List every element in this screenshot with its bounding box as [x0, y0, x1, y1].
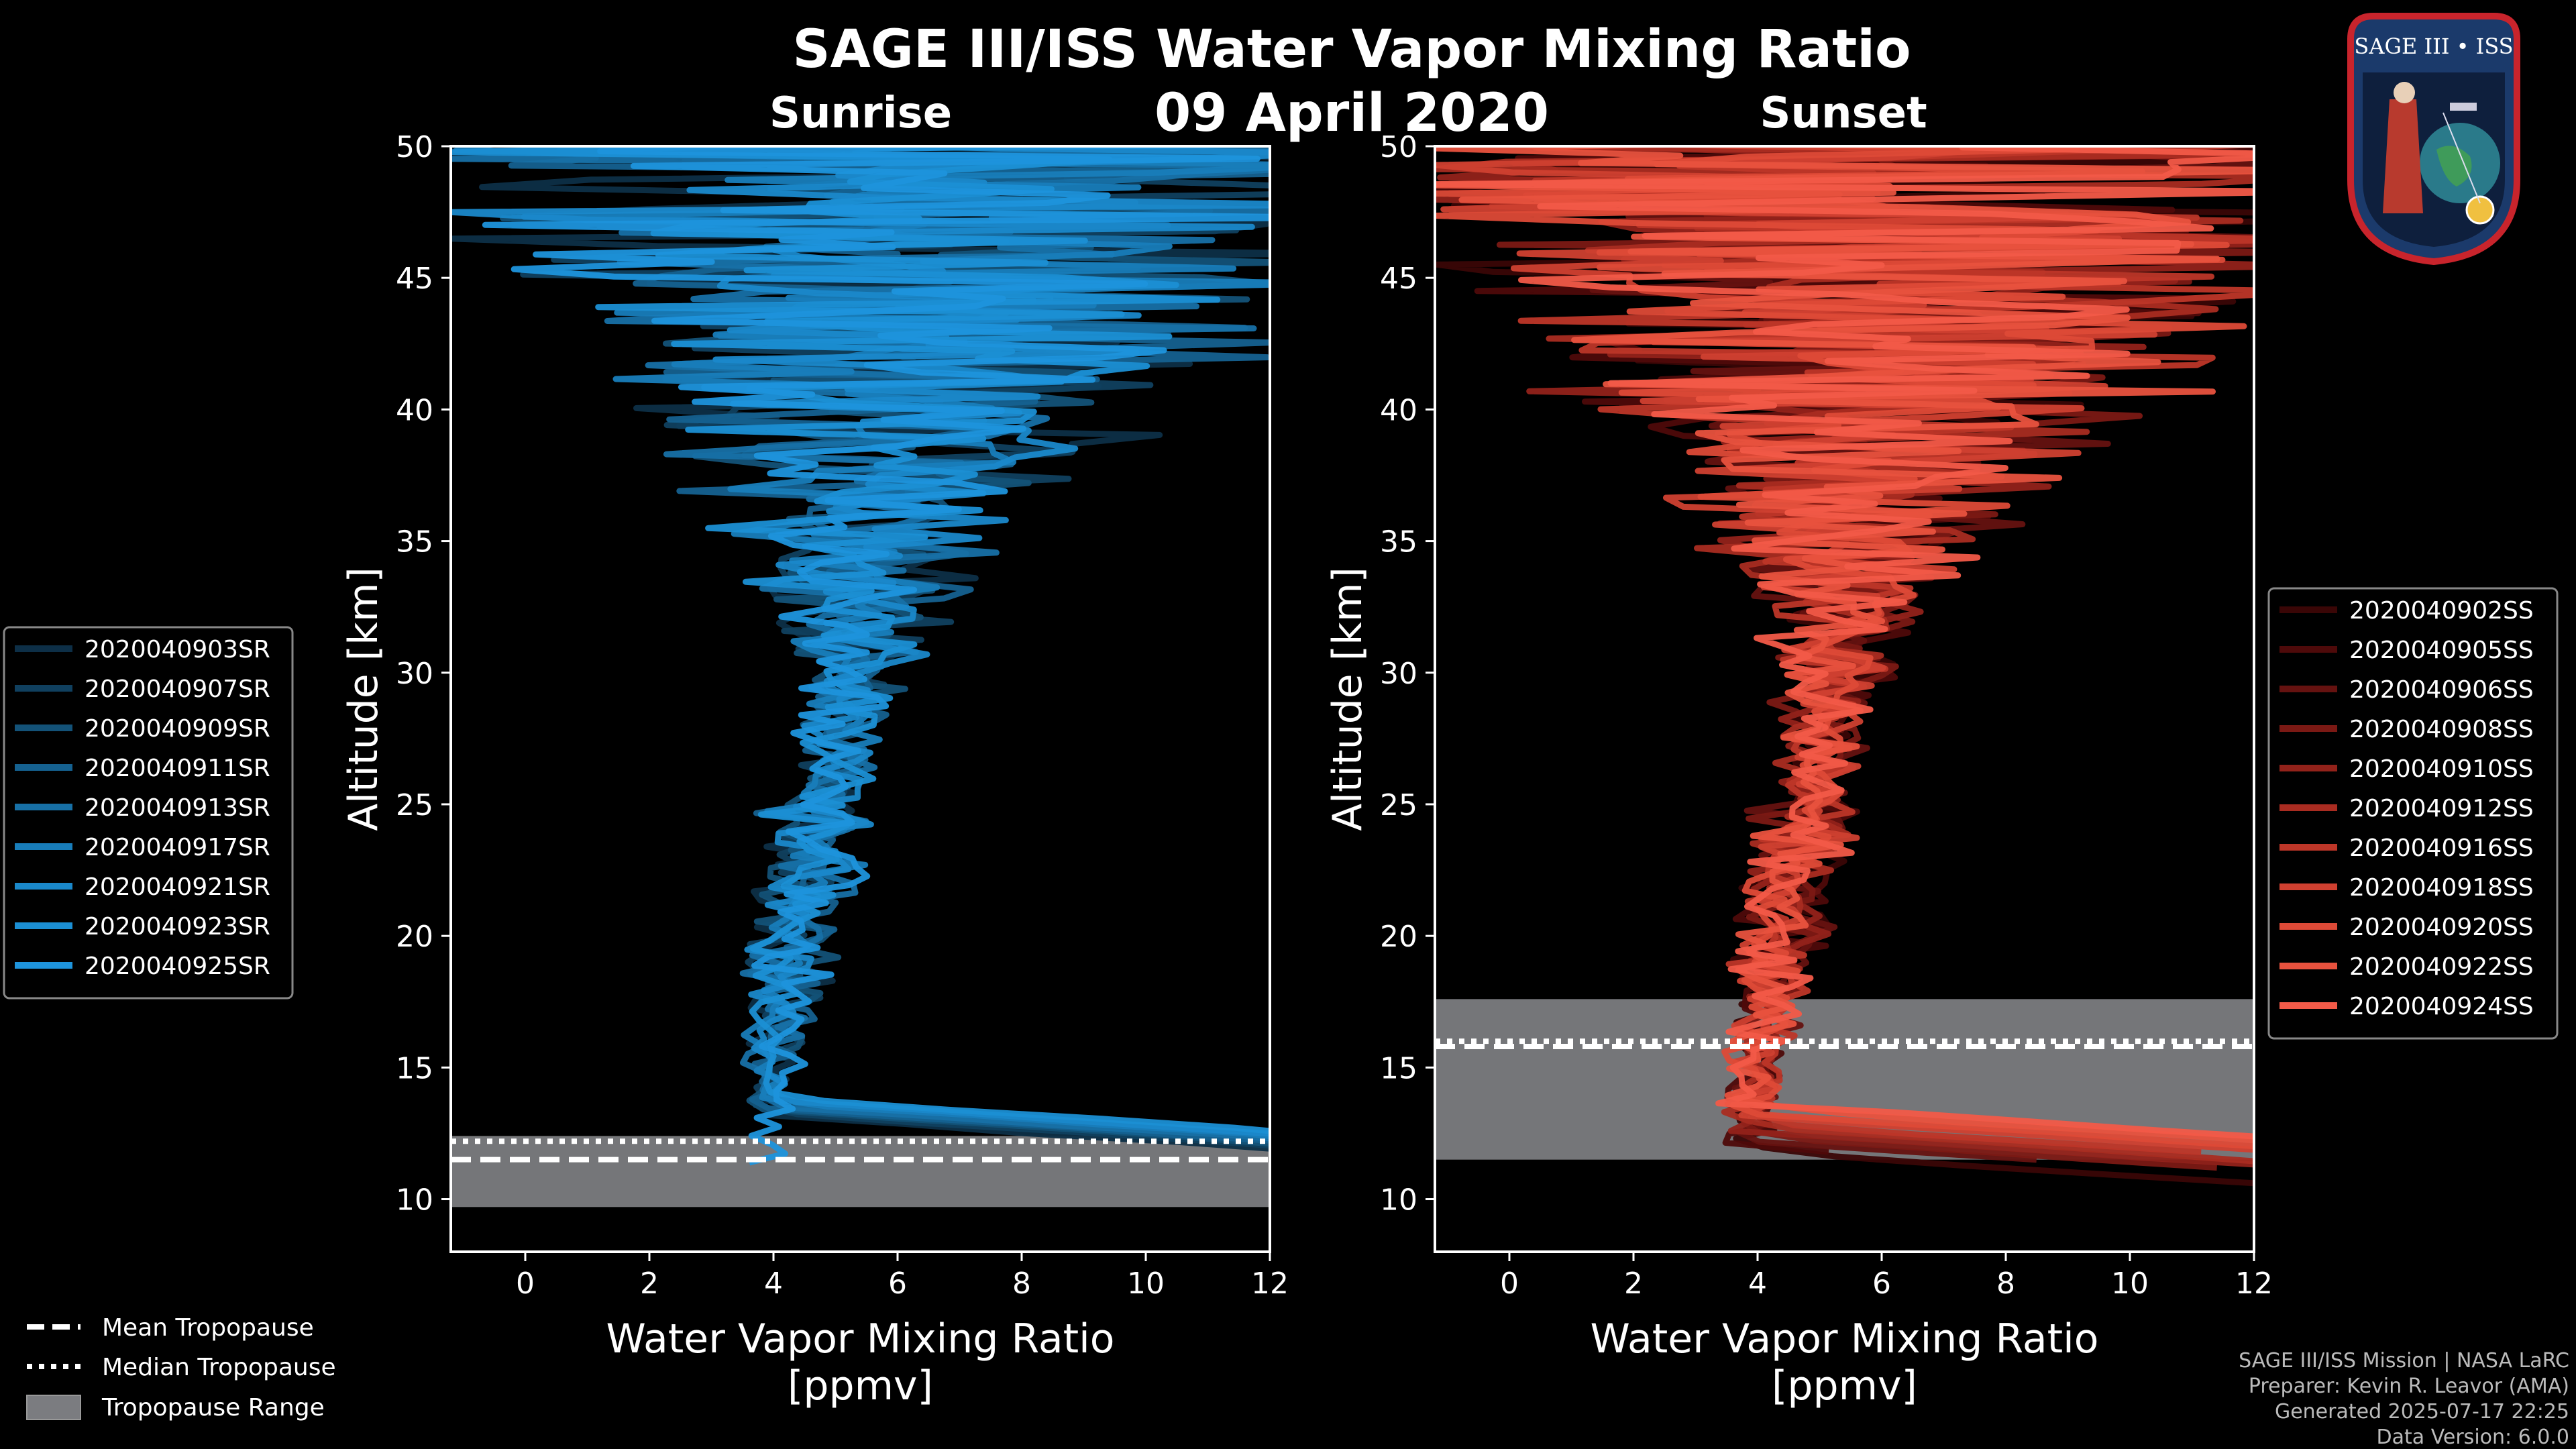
median-tropopause-label: Median Tropopause	[102, 1354, 336, 1381]
tropopause-range-label: Tropopause Range	[101, 1394, 325, 1421]
sunset-ytick-label: 15	[1380, 1051, 1417, 1085]
legend-label-2020040920SS: 2020040920SS	[2349, 914, 2534, 941]
sunset-xlabel: [ppmv]	[1772, 1362, 1917, 1409]
sunset-ytick-label: 45	[1380, 262, 1417, 296]
legend-label-2020040922SS: 2020040922SS	[2349, 953, 2534, 981]
sunrise-xlabel: [ppmv]	[788, 1362, 933, 1409]
sunset-ytick-label: 40	[1380, 393, 1417, 427]
mean-tropopause-label: Mean Tropopause	[102, 1314, 314, 1342]
sunrise-ytick-label: 15	[396, 1051, 433, 1085]
sunrise-xtick-label: 6	[888, 1267, 907, 1301]
legend-label-2020040918SS: 2020040918SS	[2349, 874, 2534, 902]
legend-label-2020040909SR: 2020040909SR	[85, 715, 270, 743]
footer-data-version: Data Version: 6.0.0	[2377, 1426, 2569, 1449]
sunrise-xtick-label: 2	[640, 1267, 659, 1301]
sunset-ytick-label: 30	[1380, 657, 1417, 691]
sunrise-xtick-label: 10	[1127, 1267, 1165, 1301]
figure-title: SAGE III/ISS Water Vapor Mixing Ratio	[792, 19, 1911, 80]
profile-2020040924SS	[1435, 146, 2254, 1140]
sunset-xtick-label: 12	[2235, 1267, 2273, 1301]
sunset-legend-box	[2267, 587, 2559, 1040]
sunset-xtick-label: 0	[1500, 1267, 1519, 1301]
sunrise-ytick-label: 40	[396, 393, 433, 427]
logo-label: SAGE III • ISS	[2354, 34, 2513, 59]
footer-generated: Generated 2025-07-17 22:25	[2275, 1400, 2569, 1424]
sunset-ytick-label: 10	[1380, 1183, 1417, 1218]
sunrise-ytick-label: 20	[396, 920, 433, 954]
sunrise-xtick-label: 0	[516, 1267, 535, 1301]
sunrise-plot-area	[451, 146, 1270, 1208]
sunset-xtick-label: 10	[2111, 1267, 2149, 1301]
sunrise-ylabel: Altitude [km]	[340, 567, 387, 831]
sunset-xtick-label: 6	[1872, 1267, 1891, 1301]
sunset-ytick-label: 50	[1380, 130, 1417, 164]
sunrise-ytick-label: 45	[396, 262, 433, 296]
tropopause-legend: Mean Tropopause Median Tropopause Tropop…	[26, 1314, 336, 1421]
sunrise-xlabel: Water Vapor Mixing Ratio	[606, 1316, 1115, 1362]
legend-label-2020040902SS: 2020040902SS	[2349, 597, 2534, 625]
legend-label-2020040903SR: 2020040903SR	[85, 636, 270, 663]
sunrise-ytick-label: 30	[396, 657, 433, 691]
figure-date: 09 April 2020	[1155, 83, 1549, 144]
sunrise-ytick-label: 50	[396, 130, 433, 164]
sunrise-xtick-label: 4	[764, 1267, 783, 1301]
sunrise-tropopause-range	[451, 1136, 1270, 1208]
sunset-legend: 2020040902SS 2020040905SS 2020040906SS 2020…	[2267, 587, 2559, 1040]
sunset-axes-frame	[1434, 145, 2255, 1253]
legend-label-2020040925SR: 2020040925SR	[85, 953, 270, 980]
sunset-ytick-label: 25	[1380, 788, 1417, 822]
footer-preparer: Preparer: Kevin R. Leavor (AMA)	[2249, 1375, 2569, 1398]
legend-label-2020040910SS: 2020040910SS	[2349, 755, 2534, 783]
sunrise-axes-frame	[449, 145, 1271, 1253]
sunrise-ytick-label: 25	[396, 788, 433, 822]
footer-credits: SAGE III/ISS Mission | NASA LaRC Prepare…	[2239, 1349, 2569, 1449]
sunset-ytick-label: 20	[1380, 920, 1417, 954]
tropopause-range-swatch	[26, 1395, 81, 1420]
sunrise-panel-title: Sunrise	[769, 89, 952, 138]
sunrise-plot: 0 2 4 6 8 10 12 10 15 20 25 30 35 40 45 50 Water Vapor M…	[340, 130, 1289, 1409]
sunset-xtick-label: 8	[1996, 1267, 2015, 1301]
sunset-ytick-label: 35	[1380, 525, 1417, 559]
sunset-xlabel: Water Vapor Mixing Ratio	[1591, 1316, 2099, 1362]
sunset-plot-area	[1435, 146, 2254, 1187]
profile-2020040925SR	[482, 146, 1270, 1166]
legend-label-2020040906SS: 2020040906SS	[2349, 676, 2534, 704]
legend-label-2020040911SR: 2020040911SR	[85, 755, 270, 782]
sunset-xtick-label: 2	[1624, 1267, 1643, 1301]
sunrise-xtick-label: 12	[1251, 1267, 1289, 1301]
sunrise-ytick-label: 10	[396, 1183, 433, 1218]
legend-label-2020040908SS: 2020040908SS	[2349, 716, 2534, 743]
sunset-plot: 0 2 4 6 8 10 12 10 15 20 25 30 35 40 45 50 Water Vapor M…	[1324, 130, 2273, 1409]
footer-mission: SAGE III/ISS Mission | NASA LaRC	[2239, 1349, 2569, 1373]
legend-label-2020040917SR: 2020040917SR	[85, 834, 270, 861]
sunrise-legend-box	[3, 626, 294, 1000]
sunset-panel-title: Sunset	[1760, 89, 1927, 138]
sage-iii-iss-logo: SAGE III • ISS	[2347, 13, 2520, 266]
sunrise-ytick-label: 35	[396, 525, 433, 559]
legend-label-2020040921SR: 2020040921SR	[85, 873, 270, 901]
sunrise-legend: 2020040903SR 2020040907SR 2020040909SR 2020…	[3, 626, 294, 1000]
legend-label-2020040923SR: 2020040923SR	[85, 913, 270, 941]
legend-label-2020040912SS: 2020040912SS	[2349, 795, 2534, 822]
legend-label-2020040907SR: 2020040907SR	[85, 676, 270, 703]
legend-label-2020040924SS: 2020040924SS	[2349, 993, 2534, 1020]
legend-label-2020040913SR: 2020040913SR	[85, 794, 270, 822]
sunrise-xtick-label: 8	[1012, 1267, 1031, 1301]
legend-label-2020040905SS: 2020040905SS	[2349, 637, 2534, 664]
sunset-ylabel: Altitude [km]	[1324, 567, 1371, 831]
sunset-xtick-label: 4	[1748, 1267, 1767, 1301]
legend-label-2020040916SS: 2020040916SS	[2349, 835, 2534, 862]
